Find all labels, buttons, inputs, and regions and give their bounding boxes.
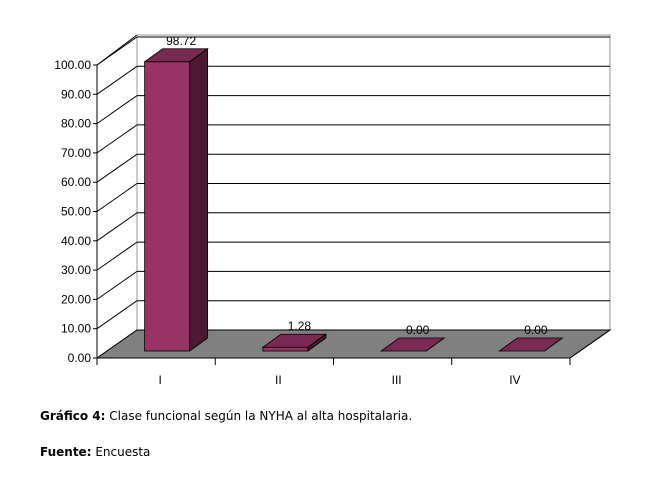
x-tick-label: III (392, 373, 402, 387)
bar (144, 61, 191, 352)
grid-line (96, 241, 138, 271)
source: Fuente: Encuesta (40, 445, 150, 459)
value-label: 0.00 (524, 323, 548, 337)
grid-line (96, 153, 138, 183)
grid-line (96, 300, 138, 330)
x-tick-label: IV (509, 373, 520, 387)
left-wall (96, 34, 138, 359)
source-text: Encuesta (95, 445, 150, 459)
grid-line (96, 270, 138, 300)
grid-line (96, 65, 138, 95)
grid-line (96, 212, 138, 242)
y-tick-label: 80.00 (61, 117, 91, 131)
grid-line (96, 95, 138, 125)
y-tick-label: 0.00 (68, 351, 92, 365)
y-tick-label: 60.00 (61, 175, 91, 189)
value-label: 1.28 (288, 319, 312, 333)
grid-line (96, 124, 138, 154)
grid-line (96, 183, 138, 212)
source-label: Fuente: (40, 445, 92, 459)
bar-top (498, 337, 564, 352)
bar-top (379, 337, 446, 352)
y-tick-label: 100.00 (54, 58, 91, 72)
caption: Gráfico 4: Clase funcional según la NYHA… (40, 409, 412, 423)
y-tick-label: 20.00 (61, 292, 91, 306)
value-label: 98.72 (166, 34, 196, 48)
caption-text: Clase funcional según la NYHA al alta ho… (109, 409, 412, 423)
bar (262, 346, 309, 352)
caption-label: Gráfico 4: (40, 409, 105, 423)
x-tick-label: I (158, 373, 161, 387)
y-tick-label: 90.00 (61, 87, 91, 101)
y-tick-label: 70.00 (61, 146, 91, 160)
grid-line (96, 36, 138, 66)
value-label: 0.00 (406, 323, 430, 337)
y-tick-label: 50.00 (61, 205, 91, 219)
y-tick-label: 40.00 (61, 234, 91, 248)
floor-edge (569, 329, 611, 359)
bar-top (143, 48, 209, 63)
y-tick-label: 30.00 (61, 263, 91, 277)
x-tick-label: II (275, 373, 282, 387)
y-tick-label: 10.00 (61, 322, 91, 336)
bar-top (261, 333, 328, 348)
bar-side (189, 47, 209, 352)
